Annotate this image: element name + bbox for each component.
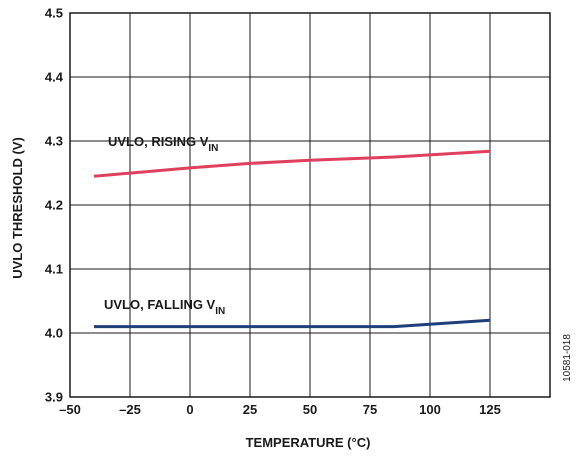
series-line-1	[94, 318, 491, 329]
x-tick-label: –25	[119, 402, 141, 417]
y-tick-label: 4.5	[45, 6, 63, 21]
y-tick-labels: 3.9 4.0 4.1 4.2 4.3 4.4 4.5	[45, 6, 64, 405]
y-tick-label: 4.2	[45, 198, 63, 213]
series-label-falling-sub: IN	[215, 306, 225, 317]
x-tick-label: 75	[363, 402, 377, 417]
x-tick-label: 25	[243, 402, 257, 417]
x-tick-labels: –50 –25 0 25 50 75 100 125	[59, 402, 501, 417]
y-axis-title: UVLO THRESHOLD (V)	[10, 137, 25, 279]
series-line-0	[93, 149, 491, 178]
series-label-falling: UVLO, FALLING VIN	[104, 297, 225, 317]
y-tick-label: 4.1	[45, 262, 63, 277]
x-tick-label: 100	[419, 402, 441, 417]
series-lines	[93, 149, 491, 329]
x-tick-label: –50	[59, 402, 81, 417]
series-label-rising-sub: IN	[208, 143, 218, 154]
figure-id: 10581-018	[562, 334, 573, 382]
y-tick-label: 3.9	[45, 390, 63, 405]
series-label-falling-main: UVLO, FALLING V	[104, 297, 216, 312]
x-tick-label: 0	[186, 402, 193, 417]
series-label-rising-main: UVLO, RISING V	[108, 134, 209, 149]
y-tick-label: 4.3	[45, 134, 63, 149]
x-tick-label: 125	[479, 402, 501, 417]
series-label-rising: UVLO, RISING VIN	[108, 134, 218, 154]
grid	[70, 13, 550, 397]
y-tick-label: 4.0	[45, 326, 63, 341]
y-tick-label: 4.4	[45, 70, 64, 85]
x-tick-label: 50	[303, 402, 317, 417]
plot-frame	[69, 12, 551, 398]
x-axis-title: TEMPERATURE (°C)	[246, 435, 371, 450]
